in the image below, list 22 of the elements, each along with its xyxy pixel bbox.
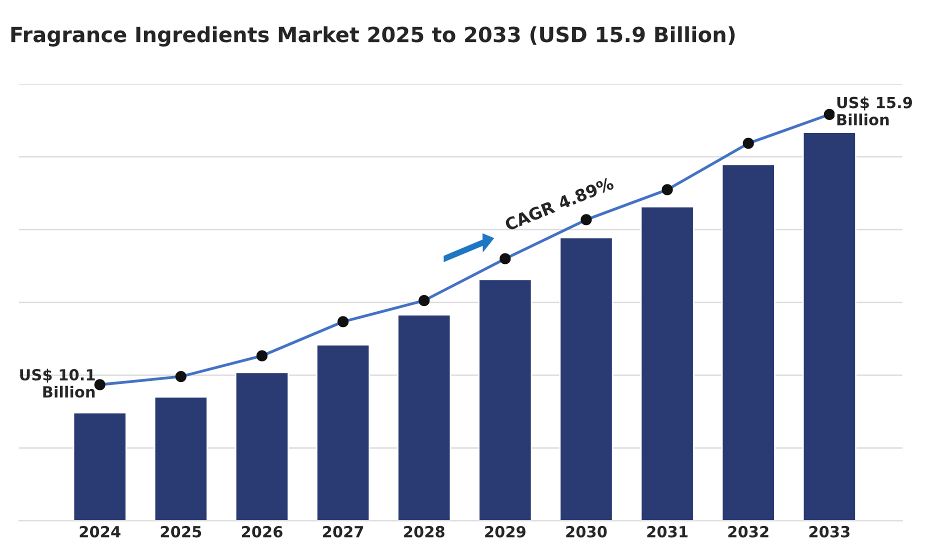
chart-title: Fragrance Ingredients Market 2025 to 2033 (USD 15.9 Billion) <box>11 26 735 47</box>
x-tick-label: 2027 <box>323 526 364 538</box>
bar <box>478 278 532 521</box>
annotation: US$ 10.1 Billion <box>20 368 95 398</box>
x-tick-label: 2031 <box>647 526 688 538</box>
bar <box>640 206 694 521</box>
bar <box>316 344 370 521</box>
bar <box>72 412 127 521</box>
x-tick-label: 2024 <box>80 526 120 538</box>
bar <box>234 372 290 521</box>
x-tick-label: 2025 <box>160 526 202 538</box>
x-tick-label: 2029 <box>485 526 526 538</box>
bar <box>559 236 614 521</box>
bar <box>154 396 208 521</box>
x-tick-label: 2033 <box>809 526 850 538</box>
x-tick-label: 2026 <box>242 526 282 538</box>
annotation: US$ 15.9 Billion <box>837 96 912 126</box>
bar <box>721 164 776 521</box>
x-tick-label: 2030 <box>566 526 607 538</box>
x-tick-label: 2032 <box>728 526 768 538</box>
x-tick-label: 2028 <box>404 526 444 538</box>
bar <box>397 314 452 521</box>
